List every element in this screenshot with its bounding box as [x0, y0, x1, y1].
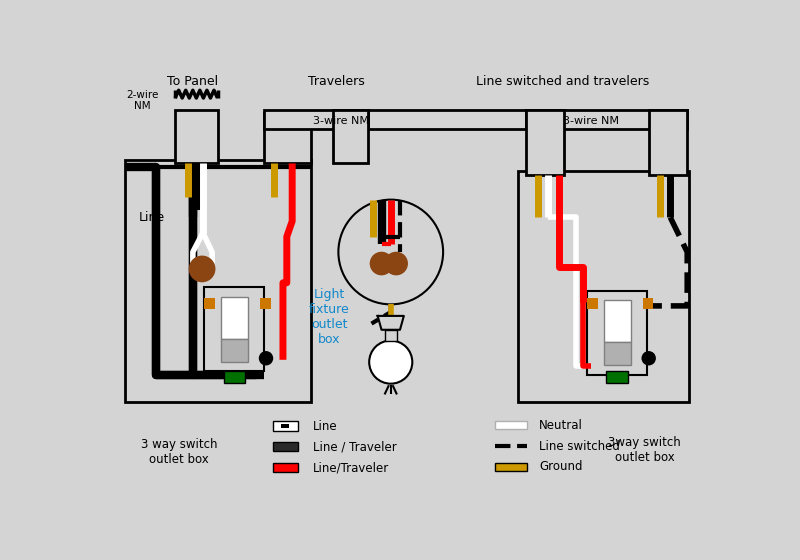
- Circle shape: [369, 340, 412, 384]
- Bar: [587, 291, 647, 375]
- Bar: [260, 298, 270, 309]
- Text: Light
fixture
outlet
box: Light fixture outlet box: [309, 288, 350, 347]
- Circle shape: [386, 253, 407, 274]
- Bar: [604, 342, 631, 365]
- Bar: [264, 114, 311, 164]
- Bar: [264, 110, 368, 129]
- Bar: [333, 110, 368, 164]
- Text: 3 way switch
outlet box: 3 way switch outlet box: [141, 438, 218, 466]
- Text: Ground: Ground: [539, 460, 583, 473]
- Circle shape: [370, 253, 392, 274]
- Text: Line: Line: [313, 419, 338, 432]
- Bar: [494, 463, 527, 470]
- Bar: [222, 297, 248, 339]
- Bar: [273, 421, 298, 431]
- Text: Travelers: Travelers: [309, 74, 366, 87]
- Bar: [649, 110, 687, 175]
- Bar: [587, 298, 598, 309]
- Text: Line: Line: [139, 211, 165, 224]
- Bar: [368, 110, 526, 129]
- Bar: [273, 463, 298, 472]
- Text: 3-wire NM: 3-wire NM: [313, 116, 369, 126]
- Text: Line/Traveler: Line/Traveler: [313, 461, 390, 474]
- Bar: [205, 287, 265, 371]
- Bar: [175, 110, 218, 164]
- Bar: [205, 298, 215, 309]
- Circle shape: [338, 200, 443, 305]
- Bar: [526, 110, 564, 175]
- Bar: [526, 110, 687, 129]
- Bar: [518, 171, 689, 402]
- Circle shape: [260, 352, 272, 365]
- Text: Line / Traveler: Line / Traveler: [313, 440, 397, 453]
- Text: Neutral: Neutral: [539, 419, 583, 432]
- Bar: [282, 424, 289, 428]
- Bar: [222, 339, 248, 362]
- Bar: [642, 298, 654, 309]
- Bar: [273, 442, 298, 451]
- Bar: [125, 160, 311, 402]
- Polygon shape: [378, 316, 404, 330]
- Text: Line switched and travelers: Line switched and travelers: [476, 74, 649, 87]
- Circle shape: [190, 256, 214, 281]
- Text: 3way switch
outlet box: 3way switch outlet box: [609, 436, 682, 464]
- Circle shape: [642, 352, 655, 365]
- Bar: [224, 371, 246, 383]
- Bar: [494, 422, 527, 429]
- Text: To Panel: To Panel: [167, 74, 218, 87]
- Bar: [604, 300, 631, 342]
- Bar: [606, 371, 628, 383]
- Text: 2-wire
NM: 2-wire NM: [126, 90, 158, 111]
- Text: Line switched: Line switched: [539, 440, 620, 452]
- Bar: [385, 330, 397, 340]
- Text: 3-wire NM: 3-wire NM: [563, 116, 619, 126]
